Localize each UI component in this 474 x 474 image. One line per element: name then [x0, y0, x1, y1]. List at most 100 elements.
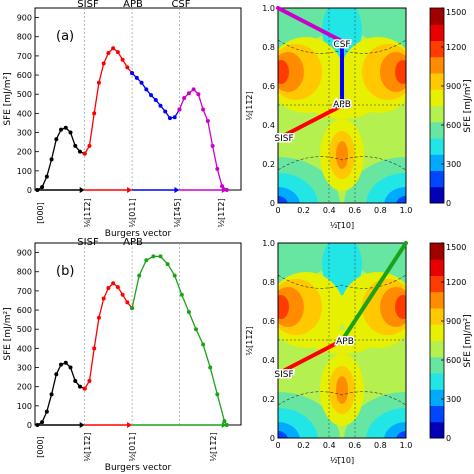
contour-band [278, 295, 289, 319]
y-tick-label: 0.4 [262, 121, 275, 130]
map-a-point-label-sisf: SISF [274, 134, 293, 144]
y-tick-label: 0 [270, 434, 275, 443]
colorbar-band [430, 324, 444, 341]
contour-band [278, 431, 288, 438]
contour-band [395, 60, 406, 84]
x-tick-label: ½[011] [128, 198, 137, 227]
burgers-arrowhead [127, 422, 133, 428]
panel-a-top-label-sisf: SISF [77, 0, 99, 10]
map-a: 00 0.2 0.2 0.4 0.4 0.6 0.6 0.8 0.8 1.0 1.0 CSF APB… [245, 4, 413, 230]
data-point [101, 61, 106, 66]
burgers-arrowhead [221, 187, 227, 193]
data-point [92, 346, 97, 351]
data-point [40, 185, 45, 190]
burgers-arrowhead [221, 422, 227, 428]
x-tick-label: [000] [36, 436, 45, 458]
panel-b-xlabel: Burgers vector [105, 463, 172, 473]
map-a-point-label-csf: CSF [333, 40, 350, 50]
data-point [153, 97, 158, 102]
panel-b-ylabel: SFE [mJ/m²] [3, 307, 13, 360]
colorbar-tick-label: 1200 [446, 278, 466, 287]
x-tick-label: 1.0 [400, 441, 413, 450]
map-b-path [276, 241, 408, 376]
contour-band [336, 141, 348, 169]
colorbar-band [430, 356, 444, 374]
y-tick-label: 0 [270, 199, 275, 208]
map-a-point-label-apb: APB [333, 100, 351, 110]
colorbar-band [430, 405, 444, 423]
data-point [215, 392, 220, 397]
x-tick-label: 1.0 [400, 206, 413, 215]
contour-band [278, 243, 338, 283]
colorbar-tick-label: 0 [446, 199, 451, 208]
data-point [182, 96, 187, 101]
contour-band [396, 431, 406, 438]
colorbar-band [430, 308, 444, 325]
data-point [59, 127, 64, 132]
y-tick-label: 800 [17, 33, 32, 42]
map-b-frame [277, 242, 407, 439]
colorbar-band [430, 40, 444, 58]
colorbar-band [430, 56, 444, 74]
colorbar-frame [429, 7, 445, 204]
colorbar-tick-label: 0 [446, 434, 451, 443]
data-point [106, 286, 111, 291]
data-point [115, 50, 120, 55]
data-point [63, 125, 68, 130]
data-point [210, 143, 215, 148]
y-tick-label: 0.8 [262, 278, 275, 287]
data-point [139, 80, 144, 85]
colorbar-frame [429, 242, 445, 439]
map-a-xlabel: ½[̅10] [330, 221, 354, 230]
burgers-arrowhead [127, 187, 133, 193]
map-b-ylabel: ½[11̅2] [245, 326, 254, 355]
colorbar-band [430, 138, 444, 155]
data-point [165, 262, 170, 267]
data-point [54, 372, 59, 377]
path-segment [276, 103, 344, 141]
data-point [186, 309, 191, 314]
data-point [111, 281, 116, 286]
data-point [149, 93, 154, 98]
panel-b-series [35, 254, 229, 428]
data-point [134, 75, 139, 80]
data-point [220, 184, 225, 189]
data-point [59, 362, 64, 367]
data-point [115, 285, 120, 290]
y-tick-label: 0.6 [262, 317, 275, 326]
path-segment [340, 241, 408, 343]
data-point [120, 57, 125, 62]
data-point [49, 157, 54, 162]
data-point [130, 71, 135, 76]
colorbar-tick-label: 1500 [446, 243, 466, 252]
map-b-xlabel: ½[̅10] [330, 456, 354, 465]
x-tick-label: 0.8 [374, 441, 387, 450]
map-b: 00 0.2 0.2 0.4 0.4 0.6 0.6 0.8 0.8 1.0 1.0 APB SIS… [245, 239, 412, 465]
colorbar-band [430, 89, 444, 106]
colorbar-band [430, 259, 444, 276]
x-tick-label: [000] [36, 202, 45, 224]
data-point [208, 365, 213, 370]
data-point [54, 137, 59, 142]
data-point [205, 119, 210, 124]
colorbar-tick-label: 900 [446, 82, 461, 91]
data-point [194, 327, 199, 332]
panel-a-frame [34, 7, 242, 191]
data-point [163, 109, 168, 114]
data-point [151, 254, 156, 259]
contour-line [278, 156, 406, 171]
x-tick-label: ½[011] [128, 432, 137, 461]
data-point [82, 386, 87, 391]
data-point [222, 419, 227, 424]
x-tick-label: ½[11̅2] [217, 198, 226, 227]
colorbar-band [430, 24, 444, 41]
colorbar-band [430, 421, 444, 439]
y-tick-label: 400 [17, 109, 32, 118]
map-b-ticks: 00 0.2 0.2 0.4 0.4 0.6 0.6 0.8 0.8 1.0 1.0 [262, 239, 412, 450]
colorbar-band [430, 105, 444, 123]
data-point [144, 87, 149, 92]
panel-b-top-label-apb: APB [123, 237, 143, 248]
panel-a-top-label-csf: CSF [171, 0, 190, 10]
panel-b-top-label-sisf: SISF [77, 237, 99, 248]
data-point [63, 360, 68, 365]
